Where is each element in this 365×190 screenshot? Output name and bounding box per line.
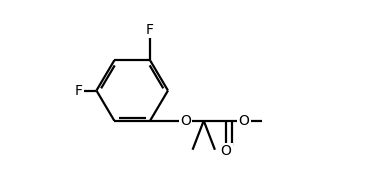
Text: F: F bbox=[74, 84, 82, 97]
Text: O: O bbox=[221, 144, 231, 158]
Text: O: O bbox=[239, 114, 249, 128]
Text: F: F bbox=[146, 23, 154, 37]
Text: O: O bbox=[180, 114, 191, 128]
